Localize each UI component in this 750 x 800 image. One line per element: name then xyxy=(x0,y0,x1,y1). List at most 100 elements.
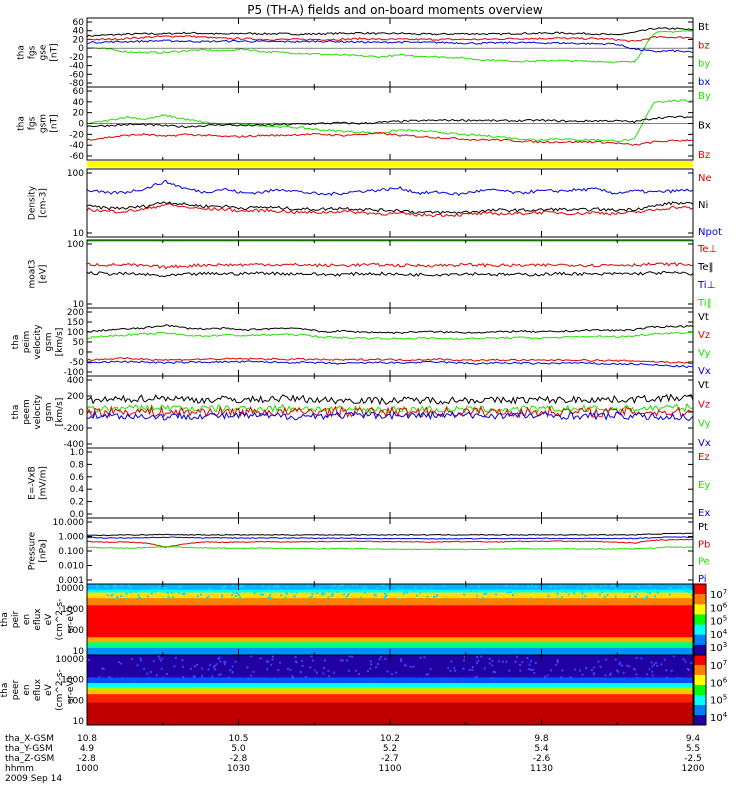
spectrogram-speckle xyxy=(286,667,289,670)
spectrogram-speckle xyxy=(533,672,536,675)
spectrogram-speckle xyxy=(669,586,672,589)
spectrogram-speckle xyxy=(375,666,378,669)
spectrogram-band xyxy=(87,637,693,643)
spectrogram-speckle xyxy=(178,591,181,594)
ylabel-line: [nT] xyxy=(50,43,60,61)
legend-Vt: Vt xyxy=(698,312,709,323)
spectrogram-speckle xyxy=(367,670,370,673)
spectrogram-speckle xyxy=(488,657,491,660)
spectrogram-speckle xyxy=(646,591,649,594)
spectrogram-band xyxy=(87,690,693,695)
spectrogram-speckle xyxy=(556,659,559,662)
legend-Ni: Ni xyxy=(698,200,708,211)
spectrogram-speckle xyxy=(450,660,453,663)
xaxis-value: 5.2 xyxy=(383,744,397,754)
spectrogram-speckle xyxy=(125,592,128,595)
spectrogram-speckle xyxy=(556,597,559,600)
spectrogram-speckle xyxy=(666,676,669,679)
spectrogram-speckle xyxy=(158,657,161,660)
spectrogram-speckle xyxy=(207,595,210,598)
spectrogram-speckle xyxy=(327,669,330,672)
y-tick-label: -20 xyxy=(69,130,84,140)
spectrogram-speckle xyxy=(412,665,415,668)
spectrogram-speckle xyxy=(153,590,156,593)
spectrogram-speckle xyxy=(532,668,535,671)
spectrogram-speckle xyxy=(342,593,345,596)
spectrogram-speckle xyxy=(521,661,524,664)
spectrogram-speckle xyxy=(426,595,429,598)
spectrogram-speckle xyxy=(285,591,288,594)
xaxis-value: 1200 xyxy=(682,764,705,774)
spectrogram-speckle xyxy=(640,657,643,660)
colorbar-label: 105 xyxy=(710,694,727,707)
y-tick-label: 1.000 xyxy=(58,533,84,543)
spectrogram-speckle xyxy=(301,659,304,662)
spectrogram-speckle xyxy=(213,664,216,667)
spectrogram-speckle xyxy=(663,658,666,661)
spectrogram-speckle xyxy=(240,584,243,587)
y-tick-label: 150 xyxy=(67,318,84,328)
spectrogram-speckle xyxy=(631,590,634,593)
y-tick-label: 0.4 xyxy=(70,485,85,495)
legend-Ti‖: Ti‖ xyxy=(697,298,712,309)
spectrogram-speckle xyxy=(294,660,297,663)
ylabel-line: [eV] xyxy=(39,265,49,284)
spectrogram-speckle xyxy=(636,593,639,596)
spectrogram-speckle xyxy=(668,593,671,596)
spectrogram-speckle xyxy=(157,655,160,658)
series-Te⊥ xyxy=(86,262,694,270)
spectrogram-speckle xyxy=(231,665,234,668)
ylabel-line: tha xyxy=(17,116,27,131)
spectrogram-speckle xyxy=(556,661,559,664)
ylabel-line: tha xyxy=(0,612,10,627)
spectrogram-speckle xyxy=(622,671,625,674)
spectrogram-speckle xyxy=(201,675,204,678)
xaxis-value: 10.2 xyxy=(380,734,400,744)
ylabel-line: tha xyxy=(11,405,21,420)
spectrogram-speckle xyxy=(505,584,508,587)
spectrogram-speckle xyxy=(369,679,372,682)
spectrogram-speckle xyxy=(406,591,409,594)
spectrogram-speckle xyxy=(453,667,456,670)
spectrogram-speckle xyxy=(113,586,116,589)
ylabel-line: peem xyxy=(22,399,32,425)
panel-7: Pressure [nPa] 10.000 1.000 0.100 0.010 0.001 P… xyxy=(28,517,710,586)
spectrogram-speckle xyxy=(475,675,478,678)
spectrogram-speckle xyxy=(634,595,637,598)
spectrogram-speckle xyxy=(286,586,289,589)
spectrogram-speckle xyxy=(127,584,130,587)
spectrogram-speckle xyxy=(211,675,214,678)
y-tick-label: 40 xyxy=(73,27,85,37)
series-Vt xyxy=(86,393,694,406)
spectrogram-speckle xyxy=(140,659,143,662)
spectrogram-speckle xyxy=(234,594,237,597)
colorbar-label: 103 xyxy=(710,641,727,654)
spectrogram-speckle xyxy=(217,674,220,677)
spectrogram-speckle xyxy=(604,658,607,661)
series-Pb xyxy=(86,538,693,548)
spectrogram-speckle xyxy=(355,584,358,587)
spectrogram-speckle xyxy=(224,660,227,663)
spectrogram-speckle xyxy=(229,669,232,672)
colorbar-segment xyxy=(694,695,706,706)
spectrogram-speckle xyxy=(331,592,334,595)
spectrogram-speckle xyxy=(506,591,509,594)
spectrogram-speckle xyxy=(232,584,235,587)
xaxis-row-label: hhmm xyxy=(5,764,34,774)
spectrogram-speckle xyxy=(131,658,134,661)
y-tick-label: 0 xyxy=(78,348,84,358)
spectrogram-speckle xyxy=(386,587,389,590)
spectrogram-speckle xyxy=(327,596,330,599)
colorbar-label: 107 xyxy=(710,659,727,672)
spectrogram-speckle xyxy=(529,660,532,663)
spectrogram-speckle xyxy=(104,585,107,588)
spectrogram-speckle xyxy=(310,655,313,658)
spectrogram-speckle xyxy=(149,670,152,673)
spectrogram-speckle xyxy=(160,667,163,670)
spectrogram-speckle xyxy=(381,584,384,587)
spectrogram-speckle xyxy=(138,596,141,599)
spectrogram-speckle xyxy=(554,585,557,588)
series-By xyxy=(86,99,694,143)
spectrogram-speckle xyxy=(327,590,330,593)
spectrogram-speckle xyxy=(646,673,649,676)
